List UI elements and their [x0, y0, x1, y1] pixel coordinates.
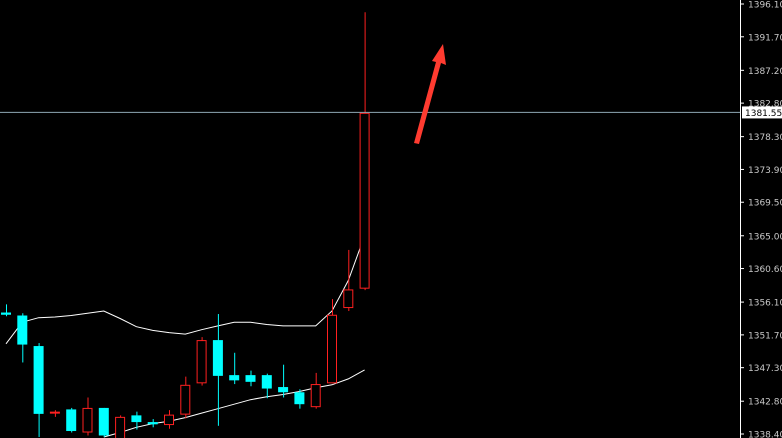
candle-body-down [17, 315, 28, 345]
candle-body-up [164, 414, 174, 426]
candle-13 [196, 337, 207, 386]
candle-22 [343, 249, 354, 312]
candle-2 [17, 313, 28, 363]
price-axis-tick-10: 1356.10 [740, 299, 782, 309]
moving-average-layer [5, 235, 366, 438]
price-axis-tick-label: 1351.70 [748, 331, 782, 341]
candle-body-down [261, 375, 272, 389]
candle-body-up [115, 416, 126, 438]
candle-5 [66, 407, 77, 433]
candle-body-down [245, 375, 256, 382]
candle-12 [180, 376, 191, 419]
current-price-badge [742, 106, 782, 119]
candle-body-up [310, 384, 321, 408]
candle-4 [49, 410, 60, 417]
moving-average-line-1 [5, 235, 366, 345]
price-axis-tick-3: 1387.20 [740, 67, 782, 77]
price-axis-tick-12: 1347.30 [740, 364, 782, 374]
price-axis-tick-label: 1396.10 [748, 1, 782, 11]
price-axis-tick-label: 1382.80 [748, 100, 782, 110]
candle-body-down [131, 415, 142, 423]
candle-10 [147, 419, 158, 428]
price-axis-tick-1: 1396.10 [740, 1, 782, 11]
candle-body-up [82, 407, 93, 433]
price-axis-tick-label: 1356.10 [748, 299, 782, 309]
candle-18 [278, 364, 289, 398]
candle-6 [82, 397, 93, 436]
price-axis-tick-14: 1338.40 [740, 431, 782, 438]
candle-7 [98, 407, 109, 437]
price-axis-tick-label: 1378.30 [748, 133, 782, 143]
price-axis-tick-9: 1360.60 [740, 265, 782, 275]
candle-11 [164, 410, 174, 429]
price-axis-tick-label: 1365.00 [748, 232, 782, 242]
price-axis-tick-label: 1338.40 [748, 431, 782, 438]
candle-16 [245, 370, 256, 387]
price-axis-tick-8: 1365.00 [740, 232, 782, 242]
candle-20 [310, 372, 321, 409]
price-axis-tick-label: 1342.80 [748, 398, 782, 408]
candle-body-up [327, 314, 337, 384]
candle-8 [115, 415, 126, 438]
current-price-label: 1381.55 [745, 109, 782, 119]
candle-19 [294, 389, 305, 409]
candle-body-down [229, 375, 240, 381]
candle-body-up [343, 289, 354, 309]
candle-body-down [33, 346, 44, 414]
candle-14 [212, 314, 223, 426]
price-axis-tick-label: 1360.60 [748, 265, 782, 275]
current-price-label-layer: 1381.55 [742, 106, 782, 119]
price-axis-tick-11: 1351.70 [740, 331, 782, 341]
price-axis-tick-label: 1347.30 [748, 364, 782, 374]
candle-body-down [66, 409, 77, 432]
candles-layer [1, 12, 370, 438]
candle-body-down [1, 312, 11, 315]
price-axis-tick-2: 1391.70 [740, 33, 782, 43]
price-axis-tick-label: 1387.20 [748, 67, 782, 77]
price-axis-tick-label: 1373.90 [748, 166, 782, 176]
candle-23 [359, 12, 370, 291]
price-axis-tick-7: 1369.50 [740, 199, 782, 209]
candle-body-down [278, 387, 289, 393]
candle-body-up [196, 340, 207, 384]
price-axis-tick-6: 1373.90 [740, 166, 782, 176]
candle-body-down [98, 407, 109, 436]
price-axis-tick-label: 1369.50 [748, 199, 782, 209]
candle-9 [131, 411, 142, 430]
candle-1 [1, 304, 11, 317]
candle-body-up [180, 384, 191, 415]
moving-average-line-2 [103, 369, 365, 438]
annotation-arrow-layer [414, 44, 446, 144]
candle-17 [261, 373, 272, 399]
price-axis: 1396.10 1391.70 1387.20 1382.80 1378.30 1373.… [740, 0, 782, 438]
price-axis-tick-5: 1378.30 [740, 133, 782, 143]
candle-3 [33, 343, 44, 437]
candle-body-up [49, 411, 60, 414]
price-axis-tick-13: 1342.80 [740, 398, 782, 408]
candle-body-down [147, 422, 158, 425]
up-trend-arrow-icon [414, 44, 446, 144]
candle-body-up [359, 112, 370, 289]
price-axis-tick-label: 1391.70 [748, 33, 782, 43]
candle-body-down [212, 340, 223, 376]
candle-15 [229, 352, 240, 385]
price-axis-tick-4: 1382.80 [740, 100, 782, 110]
candle-21 [327, 299, 337, 384]
candle-body-down [294, 392, 305, 405]
